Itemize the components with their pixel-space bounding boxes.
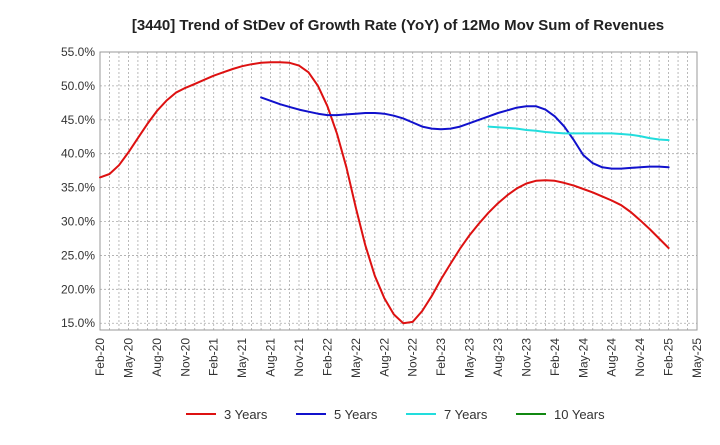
x-tick-label: Feb-24	[548, 338, 562, 376]
x-tick-label: Aug-23	[491, 338, 505, 377]
y-tick-label: 45.0%	[61, 113, 95, 127]
legend-label-10-years: 10 Years	[554, 407, 605, 422]
x-tick-label: Nov-24	[633, 338, 647, 377]
x-axis: Feb-20 May-20 Aug-20 Nov-20 Feb-21 May-21 Aug-…	[93, 338, 704, 378]
x-tick-label: Feb-21	[207, 338, 221, 376]
y-tick-label: 20.0%	[61, 282, 95, 296]
y-tick-label: 35.0%	[61, 181, 95, 195]
x-tick-label: May-24	[576, 338, 590, 378]
x-tick-label: Feb-25	[662, 338, 676, 376]
x-tick-label: May-22	[349, 338, 363, 378]
chart-title: [3440] Trend of StDev of Growth Rate (Yo…	[132, 17, 664, 34]
y-tick-label: 40.0%	[61, 147, 95, 161]
x-tick-label: Feb-23	[434, 338, 448, 376]
series-line-3-years	[99, 61, 670, 325]
x-tick-label: Aug-20	[150, 338, 164, 377]
y-tick-label: 25.0%	[61, 248, 95, 262]
legend-label-7-years: 7 Years	[444, 407, 488, 422]
series-line-7-years	[487, 125, 670, 142]
series-lines	[99, 61, 670, 325]
x-tick-label: Aug-21	[264, 338, 278, 377]
grid-lines	[99, 51, 698, 330]
x-tick-label: Feb-20	[93, 338, 107, 376]
legend-label-3-years: 3 Years	[224, 407, 268, 422]
x-tick-label: Nov-20	[178, 338, 192, 377]
x-tick-label: Nov-22	[406, 338, 420, 377]
y-tick-label: 55.0%	[61, 45, 95, 59]
series-line-5-years	[260, 96, 670, 170]
legend-label-5-years: 5 Years	[334, 407, 378, 422]
y-tick-label: 15.0%	[61, 316, 95, 330]
y-tick-label: 30.0%	[61, 215, 95, 229]
legend: 3 Years 5 Years 7 Years 10 Years	[186, 407, 605, 422]
x-tick-label: Feb-22	[320, 338, 334, 376]
x-tick-label: Aug-22	[377, 338, 391, 377]
y-tick-label: 50.0%	[61, 79, 95, 93]
x-tick-label: May-21	[235, 338, 249, 378]
x-tick-label: Aug-24	[605, 338, 619, 377]
x-tick-label: May-23	[463, 338, 477, 378]
x-tick-label: Nov-21	[292, 338, 306, 377]
x-tick-label: May-25	[690, 338, 704, 378]
plot-area-frame	[99, 51, 698, 331]
x-tick-label: Nov-23	[519, 338, 533, 377]
y-axis: 15.0% 20.0% 25.0% 30.0% 35.0% 40.0% 45.0% 50.0%…	[61, 45, 95, 330]
x-tick-label: May-20	[121, 338, 135, 378]
